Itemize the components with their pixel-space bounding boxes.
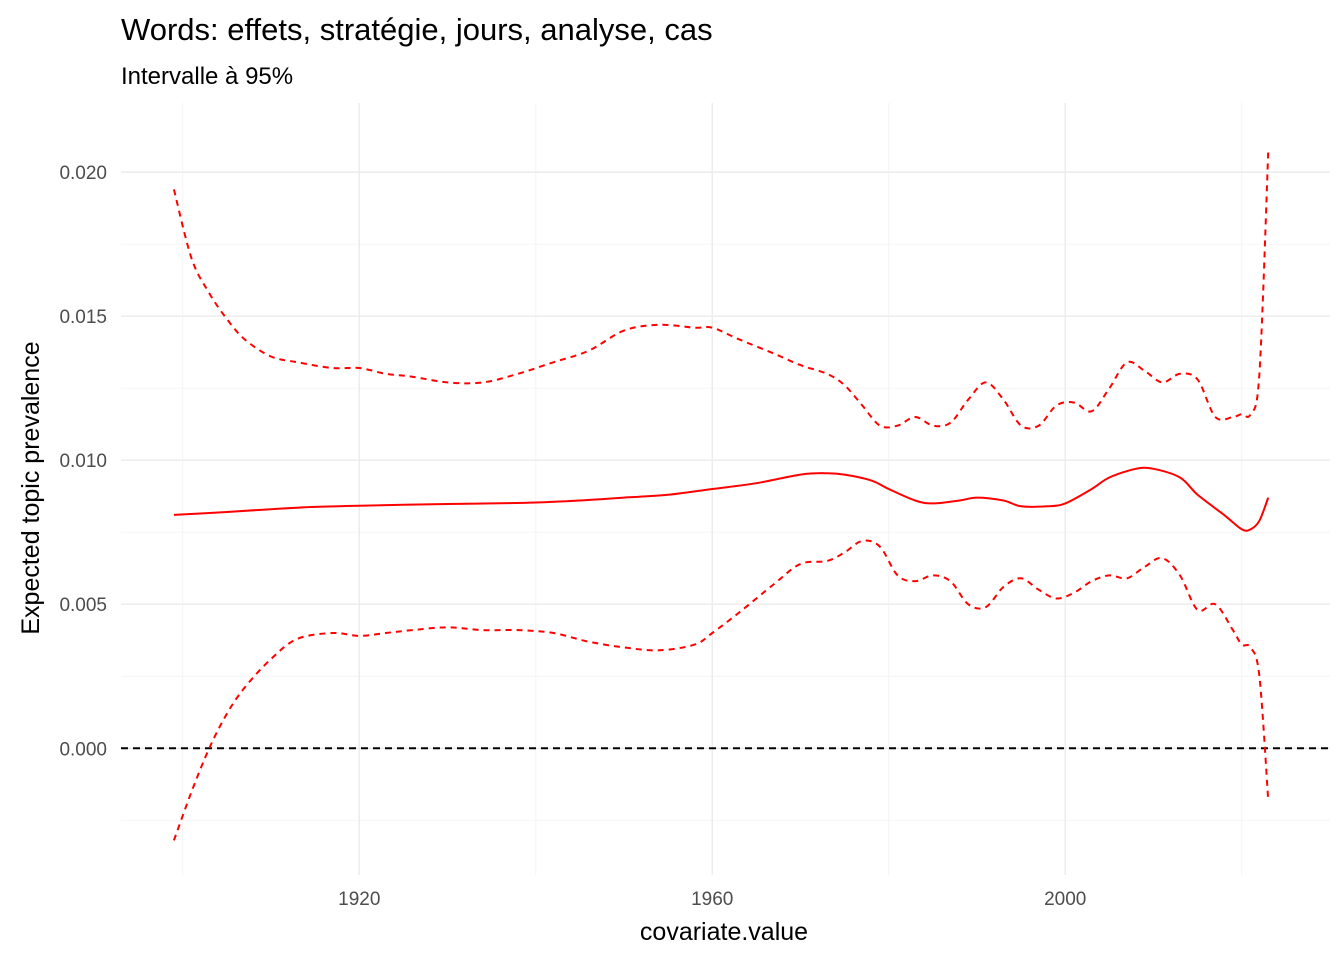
x-tick-label: 1920 bbox=[338, 889, 380, 910]
x-axis-title: covariate.value bbox=[640, 918, 808, 946]
y-axis-title: Expected topic prevalence bbox=[17, 341, 45, 634]
y-tick-label: 0.000 bbox=[59, 739, 107, 760]
y-tick-label: 0.020 bbox=[59, 163, 107, 184]
x-tick-label: 1960 bbox=[691, 889, 733, 910]
series-lines bbox=[121, 151, 1330, 841]
y-tick-label: 0.005 bbox=[59, 595, 107, 616]
x-tick-label: 2000 bbox=[1044, 889, 1086, 910]
upper-ci-line bbox=[172, 151, 1270, 430]
chart-subtitle: Intervalle à 95% bbox=[121, 63, 293, 90]
y-tick-label: 0.010 bbox=[59, 451, 107, 472]
estimate-line bbox=[173, 466, 1270, 532]
tick-labels: 1920 1960 2000 0.000 0.005 0.010 0.015 0.020 bbox=[59, 163, 1086, 910]
chart-title: Words: effets, stratégie, jours, analyse… bbox=[121, 12, 713, 47]
y-tick-label: 0.015 bbox=[59, 307, 107, 328]
